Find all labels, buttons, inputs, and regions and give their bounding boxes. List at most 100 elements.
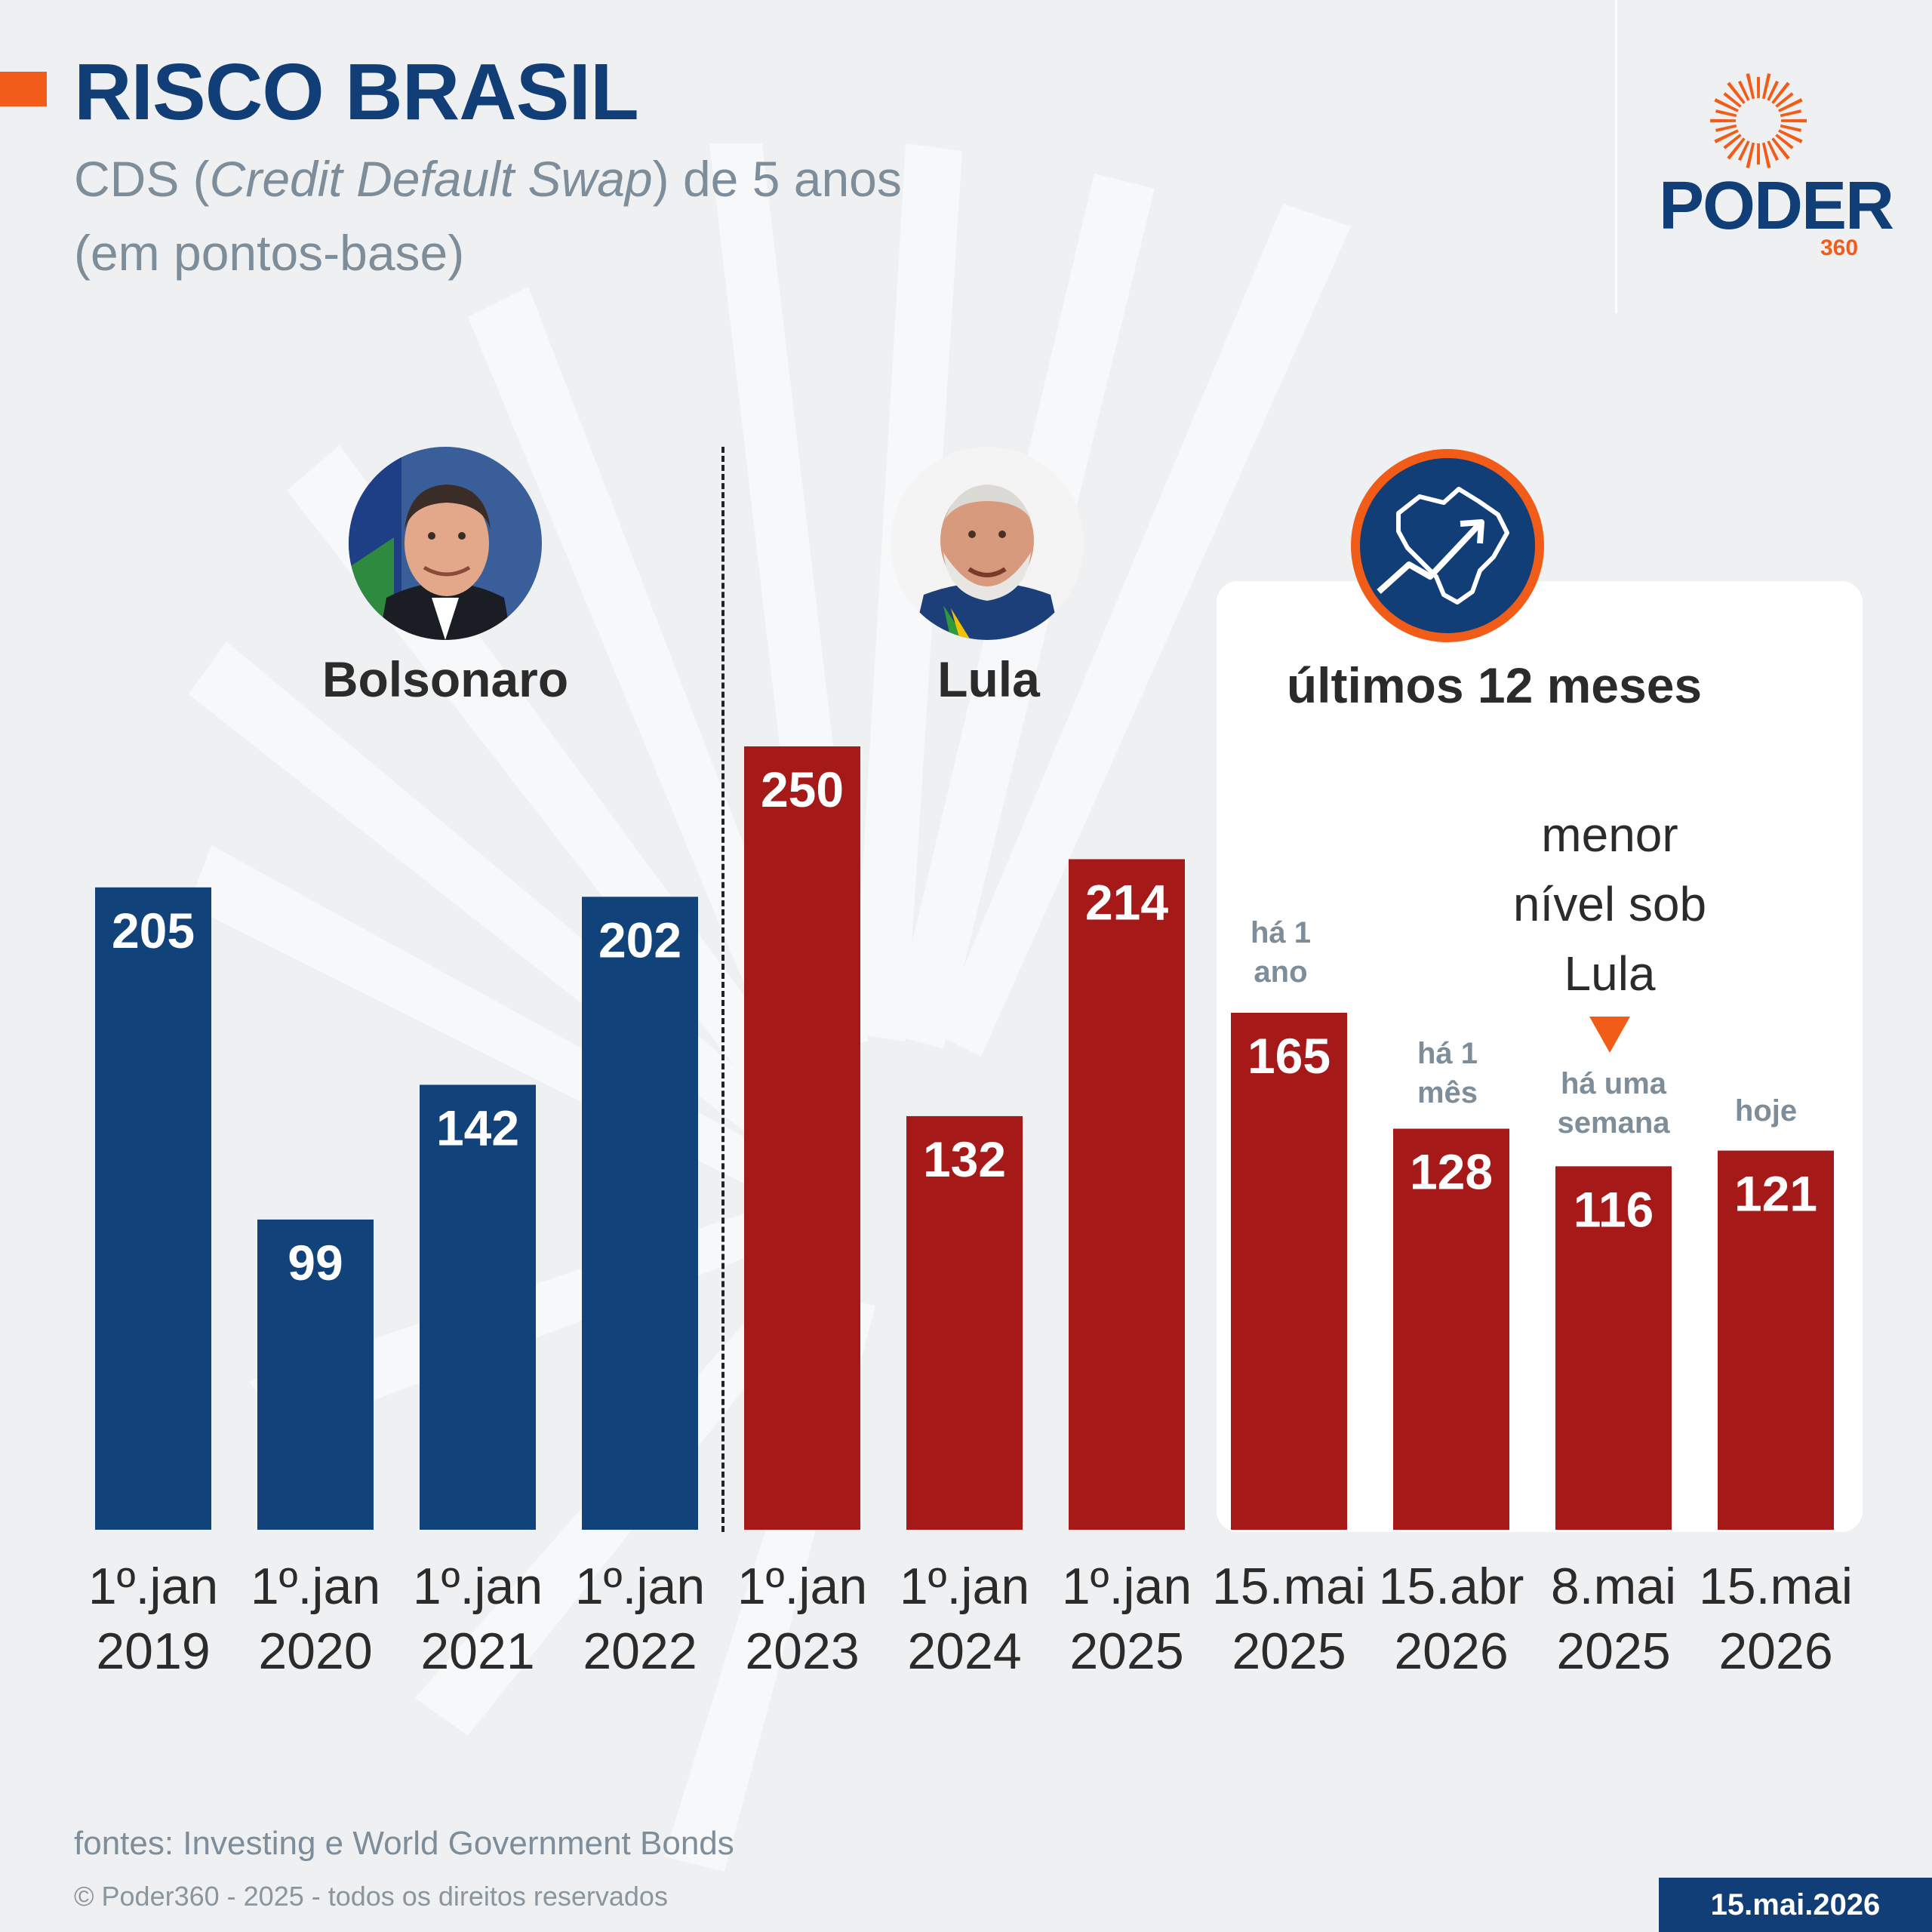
logo-ray — [1761, 142, 1771, 168]
x-tick-label: 1º.jan — [737, 1558, 867, 1615]
logo-ray — [1710, 118, 1737, 123]
logo-ray — [1778, 129, 1803, 143]
lula-label: Lula — [937, 651, 1040, 707]
x-tick-label: 2020 — [258, 1623, 372, 1680]
x-tick-label: 2021 — [420, 1623, 534, 1680]
x-tick-label: 2025 — [1232, 1623, 1346, 1680]
page-subtitle: CDS (Credit Default Swap) de 5 anos (em … — [74, 142, 902, 290]
logo-ray — [1767, 80, 1780, 101]
logo-number: 360 — [1820, 235, 1859, 260]
bar-value-label: 132 — [923, 1131, 1006, 1187]
bar — [1393, 1128, 1509, 1530]
note-line: há 1 — [1417, 1037, 1478, 1070]
note-line: ano — [1254, 955, 1308, 989]
note-ha-1-ano: há 1 ano — [1251, 913, 1311, 992]
x-tick-label: 8.mai — [1551, 1558, 1676, 1615]
down-arrow-icon — [1589, 1017, 1630, 1053]
publication-date-badge: 15.mai.2026 — [1659, 1878, 1932, 1932]
x-tick-label: 1º.jan — [251, 1558, 380, 1615]
x-tick-label: 15.mai — [1212, 1558, 1366, 1615]
logo-ray — [1714, 98, 1739, 112]
logo-ray — [1727, 82, 1746, 104]
note-line: semana — [1557, 1106, 1670, 1140]
lowest-note-line: Lula — [1564, 946, 1656, 1001]
bar — [420, 1084, 536, 1530]
bar — [906, 1115, 1023, 1530]
x-tick-label: 2019 — [96, 1623, 210, 1680]
logo-divider — [1615, 0, 1617, 313]
bar — [582, 897, 698, 1530]
bar-value-label: 128 — [1410, 1144, 1493, 1200]
lowest-level-note: menor nível sob Lula — [1513, 800, 1706, 1008]
bar-value-label: 121 — [1734, 1166, 1817, 1222]
logo-ray — [1715, 124, 1737, 132]
x-tick-label: 15.mai — [1699, 1558, 1853, 1615]
logo-ray — [1775, 134, 1794, 149]
copyright-note: © Poder360 - 2025 - todos os direitos re… — [74, 1881, 668, 1912]
x-tick-label: 1º.jan — [900, 1558, 1029, 1615]
bar — [744, 746, 860, 1530]
x-tick-label: 2025 — [1556, 1623, 1670, 1680]
logo-ray — [1771, 82, 1790, 104]
x-tick-label: 2026 — [1718, 1623, 1832, 1680]
period-divider — [721, 447, 724, 1532]
x-tick-label: 2022 — [583, 1623, 697, 1680]
note-ha-uma-semana: há uma semana — [1558, 1064, 1670, 1143]
x-tick-label: 2023 — [745, 1623, 859, 1680]
note-line: há uma — [1560, 1067, 1667, 1100]
x-tick-label: 2025 — [1069, 1623, 1183, 1680]
subtitle-prefix: CDS ( — [74, 151, 210, 207]
x-tick-label: 1º.jan — [88, 1558, 218, 1615]
note-ha-1-mes: há 1 mês — [1417, 1034, 1478, 1112]
subtitle-unit: (em pontos-base) — [74, 225, 465, 281]
logo-ray — [1771, 137, 1790, 160]
logo-ray — [1780, 118, 1807, 123]
bar — [1231, 1012, 1347, 1530]
recent-months-label: últimos 12 meses — [1286, 657, 1703, 713]
logo-ray — [1767, 140, 1780, 162]
bar-value-label: 99 — [288, 1235, 343, 1291]
logo-ray — [1737, 80, 1750, 101]
logo-ray — [1737, 140, 1750, 162]
note-line: há 1 — [1250, 916, 1312, 949]
brazil-map-rising-arrow-icon — [1351, 449, 1544, 642]
x-tick-label: 1º.jan — [413, 1558, 543, 1615]
bar-value-label: 202 — [598, 912, 681, 968]
lula-portrait — [891, 447, 1084, 640]
logo-wordmark: PODER — [1659, 168, 1894, 244]
page-title: RISCO BRASIL — [74, 48, 639, 137]
sun-burst-logo-icon — [1710, 73, 1807, 168]
lowest-note-line: nível sob — [1512, 877, 1707, 931]
logo-ray — [1778, 98, 1803, 112]
bar — [95, 887, 211, 1530]
logo-ray — [1780, 109, 1801, 118]
logo-ray — [1727, 137, 1746, 160]
logo-ray — [1723, 134, 1742, 149]
x-tick-label: 2024 — [907, 1623, 1021, 1680]
x-tick-label: 2026 — [1394, 1623, 1508, 1680]
title-accent-bar — [0, 72, 47, 106]
logo-ray — [1761, 73, 1771, 100]
bar-value-label: 116 — [1574, 1181, 1654, 1237]
logo-ray — [1723, 92, 1742, 108]
bar-value-label: 205 — [112, 903, 195, 958]
logo-ray — [1775, 92, 1794, 108]
source-note: fontes: Investing e World Government Bon… — [74, 1825, 734, 1862]
note-hoje: hoje — [1734, 1094, 1798, 1128]
logo-ray — [1756, 77, 1761, 99]
bolsonaro-label: Bolsonaro — [321, 651, 569, 707]
bar — [257, 1219, 374, 1530]
subtitle-suffix: ) de 5 anos — [652, 151, 902, 207]
x-tick-label: 15.abr — [1379, 1558, 1524, 1615]
logo-ray — [1780, 124, 1801, 132]
bolsonaro-portrait — [349, 447, 542, 640]
subtitle-italic: Credit Default Swap — [209, 151, 653, 207]
bar-value-label: 214 — [1085, 874, 1168, 930]
logo-ray — [1746, 142, 1755, 168]
bar — [1718, 1150, 1834, 1530]
bar-value-label: 142 — [436, 1100, 519, 1155]
logo-ray — [1756, 143, 1761, 165]
x-tick-label: 1º.jan — [1062, 1558, 1192, 1615]
logo-ray — [1746, 73, 1755, 100]
